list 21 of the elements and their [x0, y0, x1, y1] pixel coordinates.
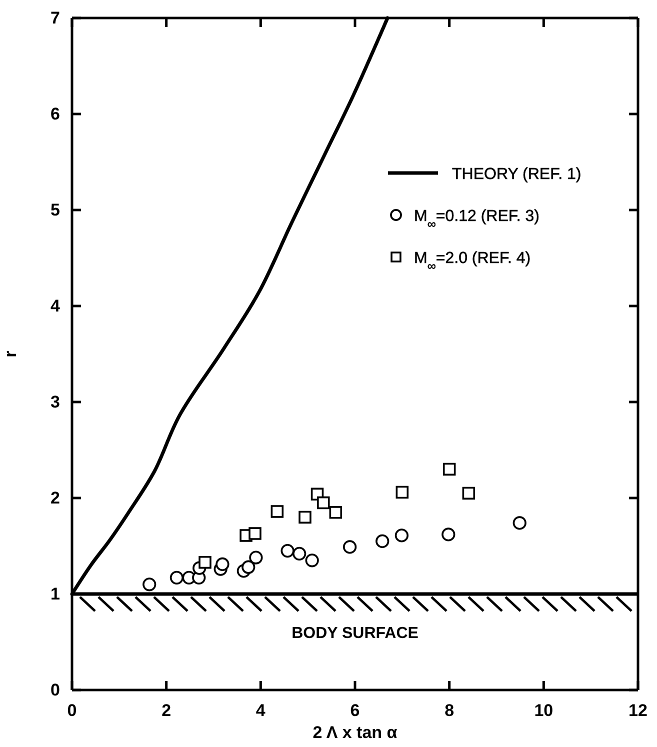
- legend-label: THEORY (REF. 1): [452, 166, 582, 183]
- y-tick-label: 2: [50, 488, 60, 508]
- x-tick-label: 10: [534, 701, 554, 720]
- x-tick-label: 12: [628, 701, 648, 720]
- y-axis-title: r: [1, 350, 20, 358]
- y-tick-label: 5: [50, 200, 60, 220]
- x-tick-label: 4: [256, 701, 266, 720]
- y-tick-label: 6: [50, 104, 60, 124]
- x-tick-label: 8: [444, 701, 454, 720]
- x-tick-label: 6: [350, 701, 360, 720]
- x-tick-label: 2: [162, 701, 172, 720]
- x-axis-title: 2 Λ x tan α: [312, 723, 398, 742]
- y-tick-label: 3: [50, 392, 60, 412]
- y-tick-label: 4: [50, 296, 61, 316]
- y-tick-label: 1: [50, 584, 60, 604]
- legend-label: M$_{∞}$=0.12 (REF. 3): [414, 208, 540, 231]
- y-tick-label: 7: [50, 8, 60, 28]
- y-tick-label: 0: [50, 680, 60, 700]
- x-tick-label: 0: [67, 701, 77, 720]
- legend-label: M$_{∞}$=2.0 (REF. 4): [414, 250, 531, 273]
- ref-line-label: BODY SURFACE: [292, 625, 419, 642]
